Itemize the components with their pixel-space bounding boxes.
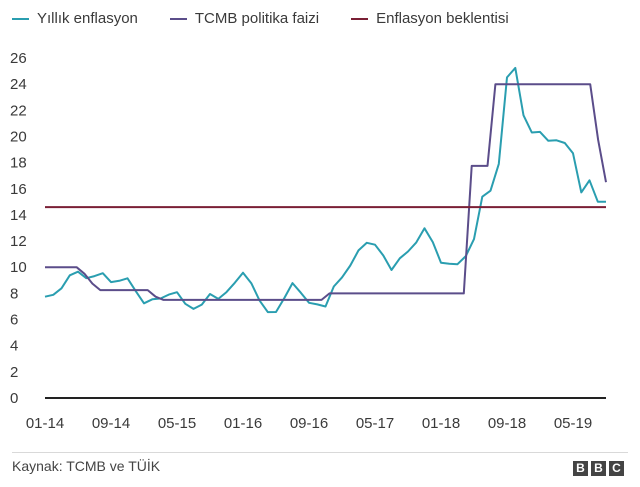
x-tick-label: 05-15 [158,415,196,432]
legend-swatch-policy-rate [169,17,187,20]
legend-item-inflation: Yıllık enflasyon [12,10,138,27]
policy-rate-line [45,83,607,301]
y-tick-label: 0 [10,390,18,407]
x-tick-label: 05-19 [554,415,592,432]
x-tick-label: 09-18 [488,415,526,432]
bbc-logo-letter: C [609,461,624,476]
x-tick-label: 09-16 [290,415,328,432]
y-tick-label: 22 [10,102,27,119]
legend-label-policy-rate: TCMB politika faizi [194,10,320,27]
y-tick-label: 4 [10,338,18,355]
y-tick-label: 18 [10,155,27,172]
y-tick-label: 6 [10,312,18,329]
bbc-logo: B B C [573,461,624,476]
x-tick-label: 01-16 [224,415,262,432]
source-note: Kaynak: TCMB ve TÜİK [12,458,161,474]
bbc-logo-letter: B [591,461,606,476]
x-tick-label: 05-17 [356,415,394,432]
x-tick-label: 01-14 [26,415,64,432]
x-tick-label: 09-14 [92,415,130,432]
legend-item-policy-rate: TCMB politika faizi [169,10,320,27]
legend-swatch-inflation [12,17,29,20]
y-tick-label: 20 [10,128,27,145]
y-tick-label: 24 [10,76,27,93]
footer-divider [12,452,628,453]
legend-item-inflation-expectation: Enflasyon beklentisi [351,10,509,27]
y-tick-label: 12 [10,233,27,250]
bbc-logo-letter: B [573,461,588,476]
legend: Yıllık enflasyon TCMB politika faizi Enf… [12,10,509,27]
legend-label-inflation-expectation: Enflasyon beklentisi [376,10,509,27]
x-tick-label: 01-18 [422,415,460,432]
legend-swatch-inflation-expectation [351,17,369,20]
y-tick-label: 14 [10,207,27,224]
y-tick-label: 10 [10,259,27,276]
legend-label-inflation: Yıllık enflasyon [37,10,138,27]
y-tick-label: 2 [10,364,18,381]
y-tick-label: 16 [10,181,27,198]
inflation-line [44,66,607,314]
y-tick-label: 26 [10,50,27,67]
y-tick-label: 8 [10,285,18,302]
